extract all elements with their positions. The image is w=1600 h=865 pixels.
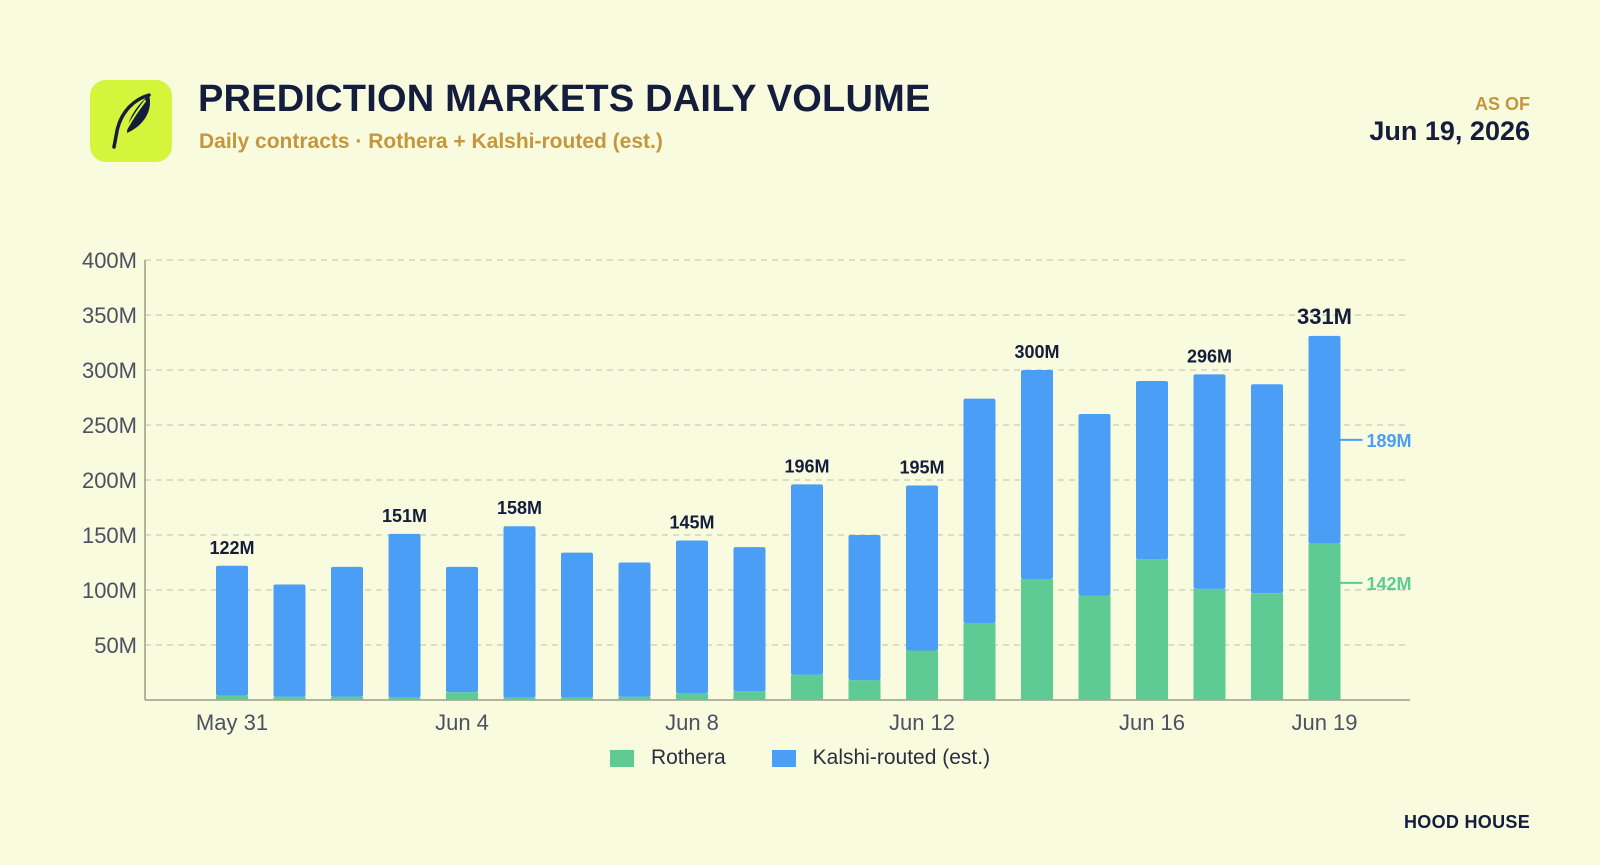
page-title: PREDICTION MARKETS DAILY VOLUME: [198, 78, 931, 120]
bar-segment-rothera: [791, 674, 823, 700]
bar-segment-rothera: [1193, 588, 1226, 700]
y-tick-label: 150M: [82, 523, 137, 548]
y-tick-label: 300M: [82, 358, 137, 383]
callout-kalshi-label: 189M: [1367, 431, 1412, 451]
bar-segment-rothera: [1078, 595, 1111, 700]
bar-segment-rothera: [676, 693, 708, 700]
bar-segment-kalshi: [503, 526, 536, 698]
bar-segment-rothera: [446, 692, 478, 700]
x-tick-label: Jun 4: [435, 710, 489, 735]
brand-wordmark: HOOD HOUSE: [1403, 812, 1530, 832]
y-tick-label: 100M: [82, 578, 137, 603]
bar-segment-kalshi: [561, 552, 593, 698]
bar-segment-rothera: [216, 695, 248, 700]
bar-segment-rothera: [388, 697, 421, 700]
bar-total-label: 145M: [669, 513, 714, 533]
bar-total-label: 195M: [899, 458, 944, 478]
bar-segment-kalshi: [1021, 370, 1053, 579]
bar-segment-kalshi: [791, 484, 823, 675]
legend-swatch-kalshi: [771, 749, 796, 767]
x-tick-label: Jun 8: [665, 710, 719, 735]
legend-label-kalshi: Kalshi-routed (est.): [812, 746, 991, 769]
y-tick-label: 200M: [82, 468, 137, 493]
bar-segment-kalshi: [733, 547, 766, 692]
bar-segment-kalshi: [388, 533, 421, 698]
bar-segment-rothera: [848, 680, 881, 700]
y-tick-label: 350M: [82, 303, 137, 328]
bar-segment-rothera: [273, 696, 306, 700]
chart-legend: Rothera Kalshi-routed (est.): [0, 746, 1600, 770]
as-of-date: Jun 19, 2026: [1369, 116, 1530, 146]
callout-rothera-label: 142M: [1367, 574, 1412, 594]
bar-segment-rothera: [503, 697, 536, 700]
bar-segment-kalshi: [676, 540, 708, 694]
bar-segment-kalshi: [618, 562, 651, 697]
legend-item-kalshi: Kalshi-routed (est.): [771, 746, 991, 770]
bar-segment-kalshi: [963, 398, 996, 623]
legend-item-rothera: Rothera: [609, 746, 726, 770]
bar-total-label: 151M: [382, 506, 427, 526]
bar-segment-rothera: [618, 696, 651, 700]
bar-segment-rothera: [1021, 579, 1053, 700]
legend-swatch-rothera: [609, 749, 634, 767]
x-tick-label: May 31: [196, 710, 268, 735]
bar-segment-kalshi: [906, 485, 938, 651]
x-tick-label: Jun 16: [1119, 710, 1185, 735]
bar-total-label: 196M: [784, 456, 829, 476]
page-subtitle: Daily contracts · Rothera + Kalshi-route…: [199, 130, 663, 153]
bar-total-label: 300M: [1014, 342, 1059, 362]
bar-segment-rothera: [963, 623, 996, 700]
bar-segment-rothera: [1308, 543, 1341, 700]
bar-segment-kalshi: [216, 565, 248, 696]
bar-segment-rothera: [331, 696, 363, 700]
bar-segment-kalshi: [848, 535, 881, 681]
bar-segment-rothera: [1136, 559, 1168, 700]
y-tick-label: 50M: [94, 633, 137, 658]
bar-segment-rothera: [906, 650, 938, 700]
bar-segment-kalshi: [1078, 414, 1111, 596]
y-tick-label: 400M: [82, 248, 137, 273]
bar-segment-kalshi: [1308, 335, 1341, 544]
bar-segment-rothera: [733, 691, 766, 700]
bar-segment-kalshi: [1193, 374, 1226, 589]
bar-segment-kalshi: [1251, 384, 1283, 594]
bar-segment-kalshi: [446, 566, 478, 693]
feather-icon: [112, 93, 151, 149]
bar-total-label: 122M: [209, 538, 254, 558]
app-logo: [90, 80, 172, 162]
bar-segment-kalshi: [331, 566, 363, 697]
bar-segment-kalshi: [273, 584, 306, 697]
bar-segment-rothera: [1251, 593, 1283, 700]
bar-total-label: 331M: [1297, 304, 1352, 329]
x-tick-label: Jun 12: [889, 710, 955, 735]
bar-segment-kalshi: [1136, 381, 1168, 560]
y-tick-label: 250M: [82, 413, 137, 438]
bar-total-label: 158M: [497, 498, 542, 518]
as-of-label: AS OF: [1474, 94, 1530, 114]
x-tick-label: Jun 19: [1291, 710, 1357, 735]
bar-segment-rothera: [561, 697, 593, 700]
legend-label-rothera: Rothera: [650, 746, 726, 769]
bar-total-label: 296M: [1187, 346, 1232, 366]
